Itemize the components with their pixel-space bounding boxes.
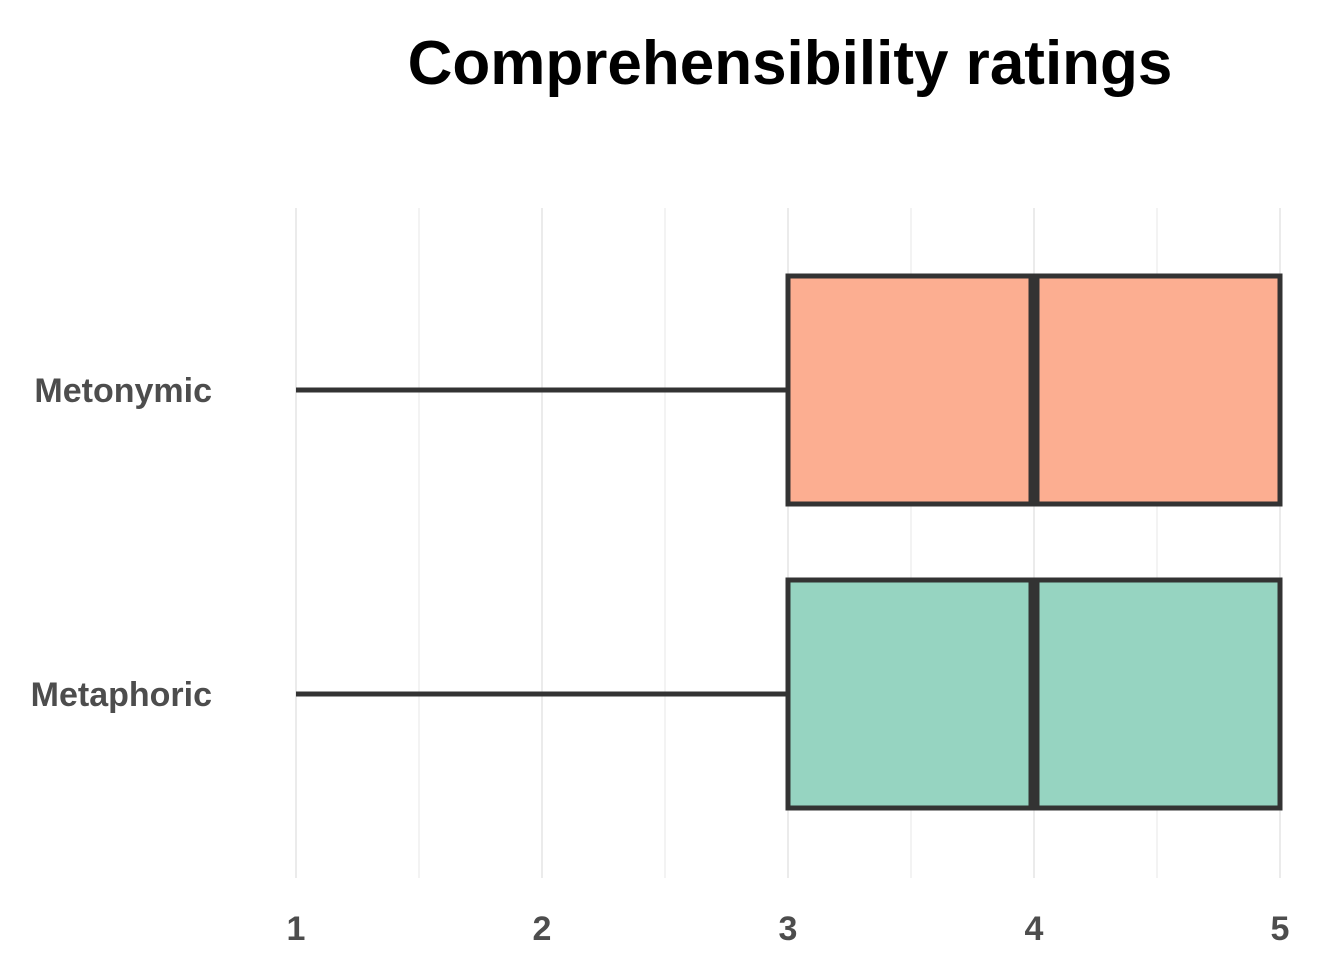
x-tick-label: 2 [533,910,552,948]
x-tick-label: 1 [287,910,306,948]
axis-labels: 1 2 3 4 5 Metonymic Metaphoric [31,372,1290,948]
box-metonymic [296,273,1283,507]
x-tick-label: 3 [779,910,798,948]
boxes [296,273,1283,811]
box-metaphoric [296,577,1283,811]
chart-title: Comprehensibility ratings [407,29,1173,98]
category-label-metaphoric: Metaphoric [31,676,212,714]
x-tick-label: 4 [1025,910,1044,948]
x-tick-label: 5 [1271,910,1290,948]
category-label-metonymic: Metonymic [34,372,212,410]
